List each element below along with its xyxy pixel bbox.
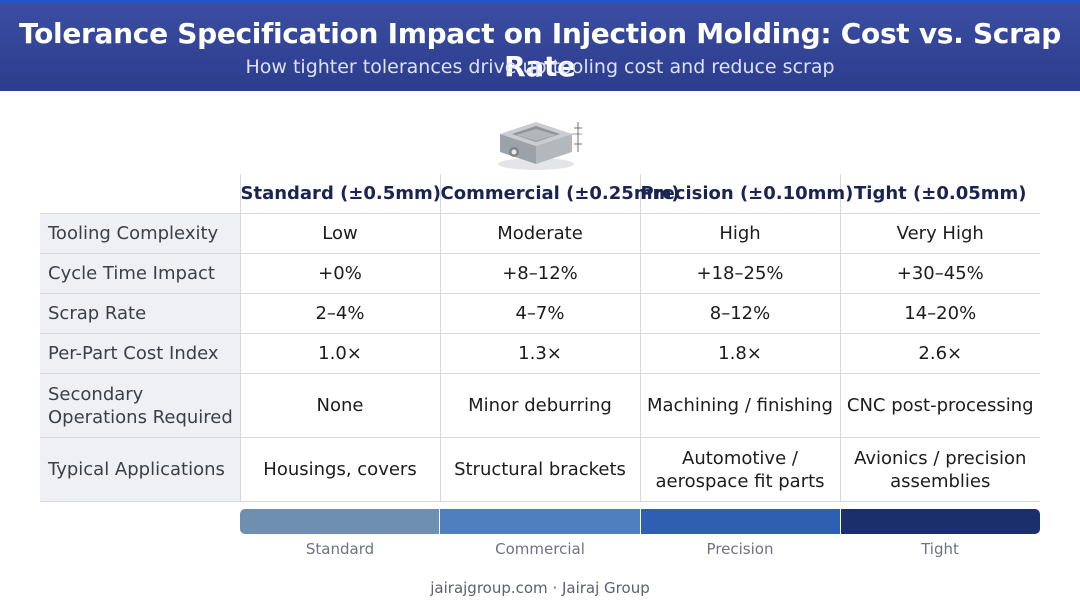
table-cell: Housings, covers [240,437,441,502]
scale-segment-standard [240,509,440,534]
row-label: Secondary Operations Required [40,373,241,438]
footer-credit: jairajgroup.com · Jairaj Group [430,579,650,597]
table-row: Scrap Rate 2–4% 4–7% 8–12% 14–20% [40,293,1040,334]
table-row: Tooling Complexity Low Moderate High Ver… [40,213,1040,254]
row-label: Per-Part Cost Index [40,333,241,374]
table-cell: +30–45% [840,253,1040,294]
row-label: Cycle Time Impact [40,253,241,294]
molded-part-illustration [498,122,582,170]
table-cell: Machining / finishing [640,373,841,438]
table-cell: Moderate [440,213,641,254]
table-corner-cell [40,174,241,214]
scale-segment-precision [639,509,840,534]
table-cell: +0% [240,253,441,294]
table-row: Cycle Time Impact +0% +8–12% +18–25% +30… [40,253,1040,294]
column-header-standard: Standard (±0.5mm) [240,174,441,214]
row-label: Scrap Rate [40,293,241,334]
table-cell: 1.3× [440,333,641,374]
row-label: Tooling Complexity [40,213,241,254]
table-cell: 1.0× [240,333,441,374]
table-cell: Minor deburring [440,373,641,438]
scale-label-standard: Standard [305,540,375,558]
table-row: Typical Applications Housings, covers St… [40,437,1040,502]
table-cell: None [240,373,441,438]
table-header-row: Standard (±0.5mm) Commercial (±0.25mm) P… [40,174,1040,214]
page-title: Tolerance Specification Impact on Inject… [19,17,1061,83]
scale-label-precision: Precision [706,540,774,558]
table-cell: +8–12% [440,253,641,294]
table-row: Per-Part Cost Index 1.0× 1.3× 1.8× 2.6× [40,333,1040,374]
scale-segment-tight [839,509,1040,534]
column-header-precision: Precision (±0.10mm) [640,174,853,214]
column-header-commercial: Commercial (±0.25mm) [440,174,680,214]
table-row: Secondary Operations Required None Minor… [40,373,1040,438]
tolerance-comparison-table: Standard (±0.5mm) Commercial (±0.25mm) P… [40,174,1040,502]
table-cell: High [640,213,841,254]
table-cell: CNC post-processing [840,373,1040,438]
table-cell: Avionics / precision assemblies [840,437,1040,502]
table-cell: Structural brackets [440,437,641,502]
page-subtitle: How tighter tolerances drive up tooling … [245,56,835,78]
header-banner: Tolerance Specification Impact on Inject… [0,0,1080,91]
column-header-tight: Tight (±0.05mm) [840,174,1040,214]
scale-labels: Standard Commercial Precision Tight [240,540,1040,558]
table-cell: Very High [840,213,1040,254]
tolerance-scale-bar [240,509,1040,534]
table-cell: 14–20% [840,293,1040,334]
table-cell: 1.8× [640,333,841,374]
table-cell: 2–4% [240,293,441,334]
table-cell: +18–25% [640,253,841,294]
table-cell: 4–7% [440,293,641,334]
table-cell: 8–12% [640,293,841,334]
scale-segment-commercial [439,509,640,534]
table-cell: 2.6× [840,333,1040,374]
table-cell: Automotive / aerospace fit parts [640,437,841,502]
scale-label-commercial: Commercial [495,540,585,558]
scale-label-tight: Tight [921,540,959,558]
table-cell: Low [240,213,441,254]
row-label: Typical Applications [40,437,241,502]
